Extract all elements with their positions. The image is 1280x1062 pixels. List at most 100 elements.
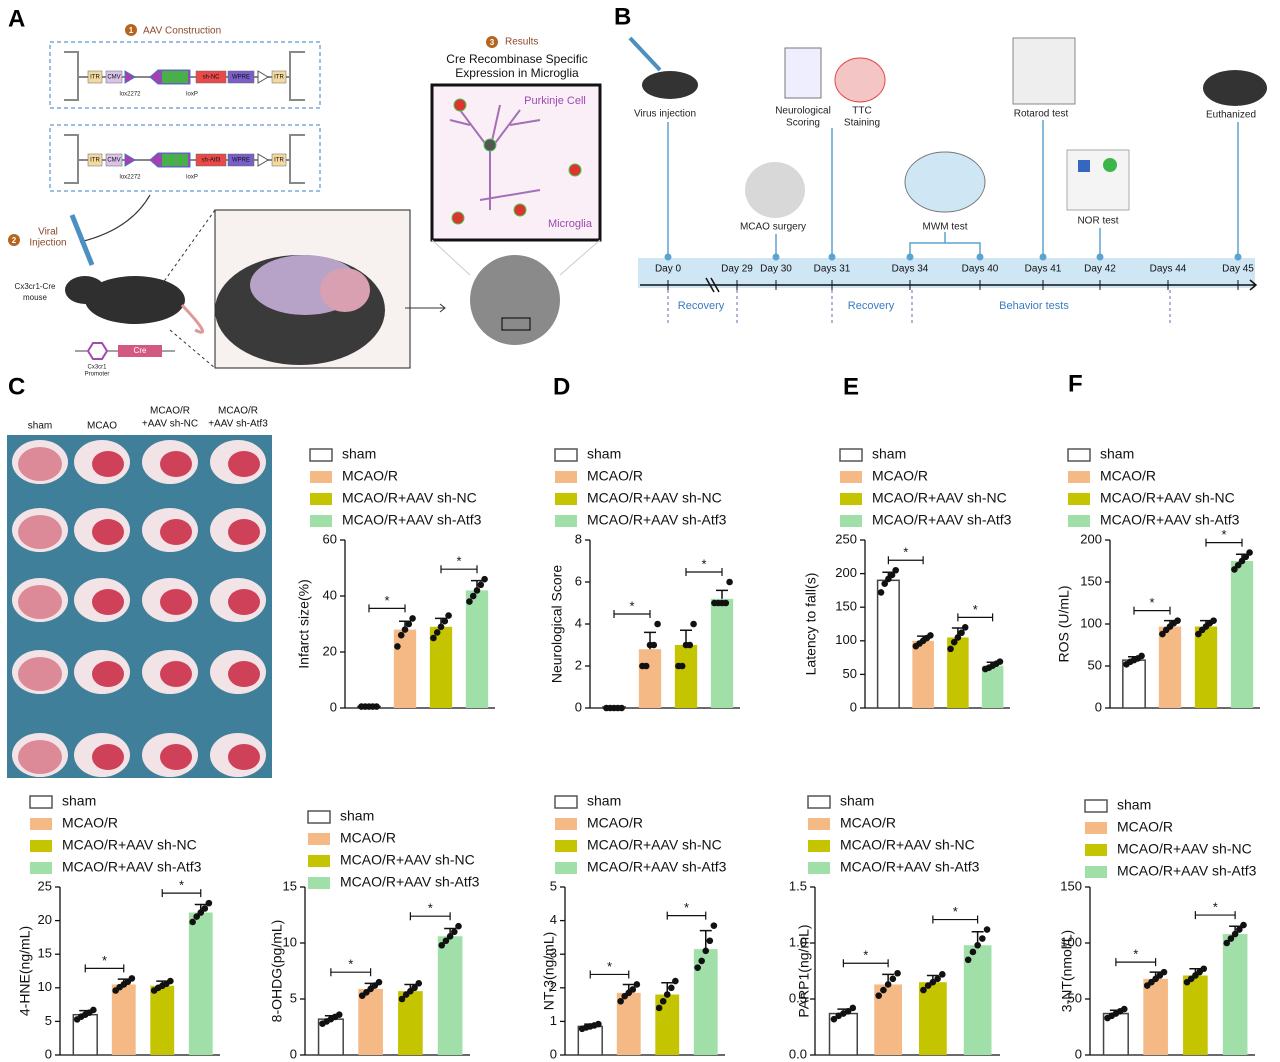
legend-swatch (555, 818, 577, 830)
data-point (617, 997, 624, 1005)
data-point (1138, 652, 1145, 660)
significance-label: * (384, 593, 389, 608)
data-point (1195, 630, 1202, 638)
data-point (880, 986, 887, 994)
y-tick-label: 1.5 (789, 878, 807, 893)
construct-part (162, 154, 188, 166)
legend-swatch (554, 795, 578, 809)
data-point (430, 634, 437, 642)
label: Day 45 (1222, 264, 1254, 275)
data-point (629, 986, 637, 993)
data-point (961, 624, 969, 631)
data-point (659, 997, 667, 1005)
label: Days 34 (892, 264, 929, 275)
bar (1194, 626, 1218, 708)
legend-swatch (808, 862, 830, 874)
bar (437, 936, 463, 1055)
legend-label: sham (1117, 797, 1151, 813)
data-point (618, 704, 625, 712)
legend-label: MCAO/R+AAV sh-NC (342, 490, 477, 506)
y-tick-label: 40 (323, 587, 337, 602)
legend-label: MCAO/R (872, 468, 928, 484)
legend-swatch (808, 818, 830, 830)
significance-bracket (932, 915, 979, 924)
data-point (438, 941, 446, 949)
legend-label: MCAO/R+AAV sh-Atf3 (62, 859, 202, 875)
legend-swatch (308, 877, 330, 889)
y-axis-label: PARP1(ng/mL) (796, 924, 812, 1017)
label: sh-NC (202, 75, 220, 81)
data-point (1231, 930, 1239, 938)
rotarod (1012, 37, 1076, 105)
bar (465, 590, 489, 708)
y-tick-label: 200 (1080, 531, 1102, 546)
construct-part (87, 153, 103, 167)
significance-bracket (613, 610, 651, 618)
construct-part (195, 153, 227, 167)
data-point (409, 615, 416, 622)
significance-label: * (629, 598, 634, 613)
data-point (877, 589, 885, 596)
y-tick-label: 20 (323, 643, 337, 658)
construct-part (105, 70, 123, 84)
slice-stain (228, 519, 260, 545)
data-point (958, 629, 965, 637)
data-point (844, 1008, 852, 1015)
y-tick-label: 250 (835, 531, 857, 546)
data-point (1236, 926, 1243, 933)
significance-bracket (1205, 538, 1243, 547)
y-tick-label: 0 (290, 1046, 297, 1061)
label: Days 41 (1025, 264, 1062, 275)
panel-label: A (8, 5, 25, 32)
data-point (445, 612, 452, 619)
data-point (1234, 561, 1242, 569)
label: lox2272 (119, 175, 141, 181)
y-tick-label: 5 (290, 990, 297, 1005)
y-tick-label: 0 (575, 699, 582, 714)
data-point (633, 981, 641, 988)
significance-bracket (368, 604, 406, 613)
y-tick-label: 50 (1068, 990, 1082, 1005)
y-axis-label: NT-3(ng/mL) (541, 932, 557, 1011)
label: Day 0 (655, 264, 682, 275)
legend-label: MCAO/R+AAV sh-NC (1100, 490, 1235, 506)
legend-swatch (310, 515, 332, 527)
legend-label: sham (840, 793, 874, 809)
data-point (375, 978, 383, 986)
legend-label: MCAO/R+AAV sh-Atf3 (872, 512, 1012, 528)
data-point (678, 662, 686, 670)
legend-swatch (29, 795, 53, 809)
data-point (205, 899, 213, 907)
label: lox2272 (119, 92, 141, 98)
legend-swatch (840, 493, 862, 505)
legend-label: MCAO/R+AAV sh-NC (62, 837, 197, 853)
inset-cerebellum (320, 268, 370, 312)
data-point (466, 598, 473, 605)
legend-label: sham (872, 446, 906, 462)
bar (947, 637, 969, 708)
bar (1143, 978, 1168, 1055)
slice-stain (18, 447, 62, 481)
label: Recovery (848, 300, 895, 312)
significance-bracket (409, 912, 451, 921)
y-tick-label: 60 (323, 531, 337, 546)
label: Cre Recombinase Specific (446, 52, 587, 66)
legend-swatch (30, 862, 52, 874)
slice-stain (228, 589, 260, 615)
label: Expression in Microglia (455, 66, 579, 80)
label: Cre (134, 346, 147, 355)
significance-bracket (440, 565, 478, 574)
legend-label: MCAO/R+AAV sh-Atf3 (587, 512, 727, 528)
bar (358, 988, 383, 1055)
data-point (686, 641, 694, 649)
y-axis-label: 8-OHDG(pg/mL) (269, 920, 285, 1023)
construct-part (162, 71, 188, 83)
label: Euthanized (1206, 110, 1256, 121)
y-tick-label: 2 (575, 657, 582, 672)
legend-label: MCAO/R (840, 815, 896, 831)
lox-site (257, 153, 269, 167)
data-point (433, 629, 441, 636)
legend-swatch (808, 840, 830, 852)
data-point (1242, 553, 1250, 561)
